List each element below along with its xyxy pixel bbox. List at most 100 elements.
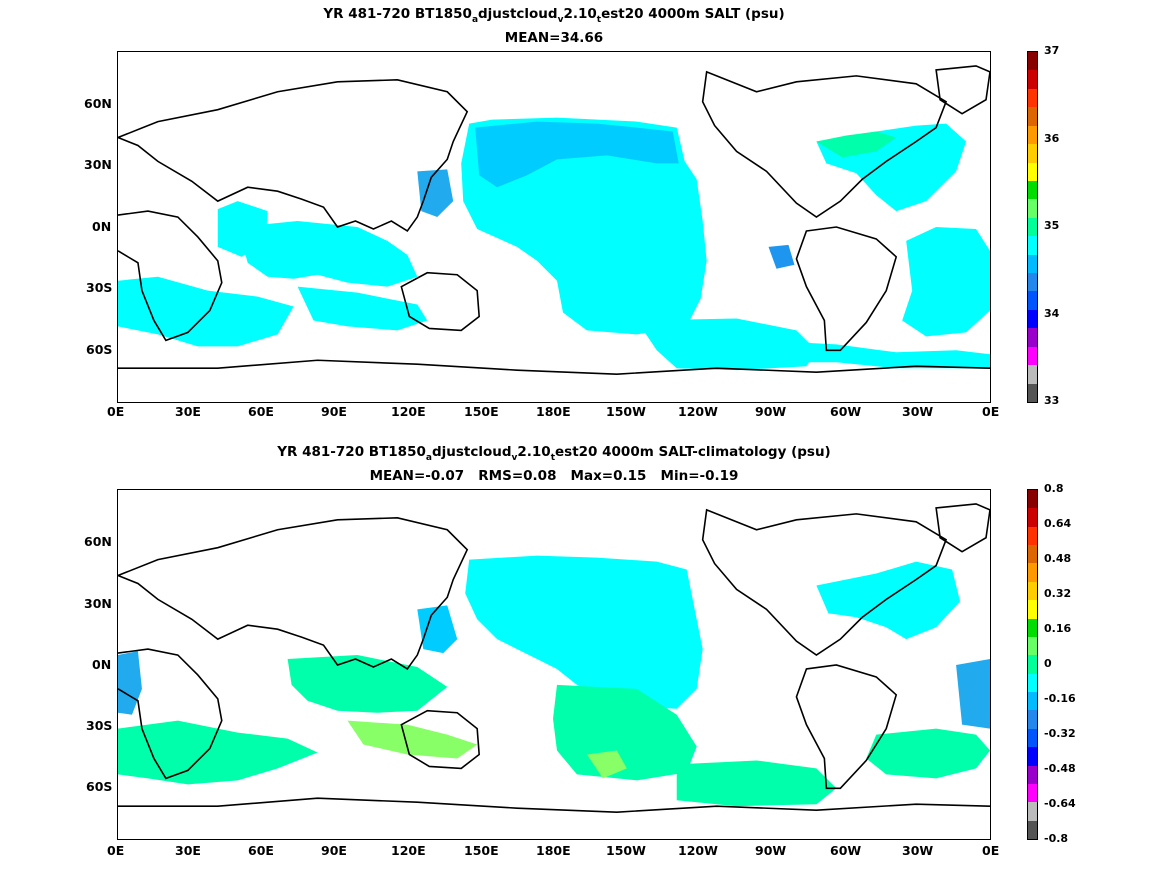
colorbar-label: 35 (1044, 219, 1060, 232)
panel2-lon-label: 0E (982, 843, 1000, 858)
panel1-lat-label-30S: 30S (86, 280, 113, 295)
panel2-lon-label: 120W (678, 843, 718, 858)
panel2-lat-label-60N: 60N (84, 534, 112, 549)
colorbar-segment (1028, 199, 1037, 218)
eurasia-outline (118, 79, 469, 233)
antarctica-outline (118, 797, 990, 813)
panel2-lon-label: 30E (175, 843, 201, 858)
colorbar-segment (1028, 526, 1037, 545)
south-indian-lightgreen-fill (347, 720, 478, 759)
southern-band-fill (118, 276, 294, 347)
colorbar-label: 34 (1044, 307, 1060, 320)
panel2-lat-label-0N: 0N (92, 657, 112, 672)
colorbar-label: -0.8 (1044, 832, 1069, 845)
indian-ocean-fill (237, 221, 418, 287)
panel1-map-canvas (118, 65, 990, 375)
colorbar-segment (1028, 51, 1037, 71)
panel1-lon-label: 90E (321, 404, 347, 419)
panel2-stats-text: MEAN=-0.07 RMS=0.08 Max=0.15 Min=-0.19 (369, 468, 739, 484)
colorbar-label: 0.48 (1044, 552, 1072, 565)
panel1-lat-label-60S: 60S (86, 342, 113, 357)
greenland-outline (935, 503, 990, 553)
colorbar-segment (1028, 545, 1037, 564)
panel1-lon-label: 150W (606, 404, 646, 419)
panel1-lon-label: 120W (678, 404, 718, 419)
panel1-lat-label-0N: 0N (92, 219, 112, 234)
colorbar-segment (1028, 162, 1037, 181)
colorbar-label: 0.16 (1044, 622, 1072, 635)
colorbar-label: 36 (1044, 132, 1060, 145)
panel1-lon-label: 30W (902, 404, 934, 419)
colorbar-segment (1028, 346, 1037, 366)
colorbar-segment (1028, 70, 1037, 89)
panel2-lat-label-30S: 30S (86, 718, 113, 733)
panel1-stats: MEAN=34.66 (117, 29, 991, 47)
australia-outline (400, 271, 481, 332)
panel1-lon-label: 0E (982, 404, 1000, 419)
panel1-lon-label: 90W (755, 404, 787, 419)
colorbar-segment (1028, 273, 1037, 292)
colorbar-segment (1028, 655, 1037, 674)
panel2-lon-label: 60E (248, 843, 274, 858)
colorbar-segment (1028, 747, 1037, 766)
colorbar-label: -0.32 (1044, 727, 1076, 740)
panel1-salinity-fills (118, 117, 990, 371)
panel2-anomaly-fills (118, 555, 990, 807)
colorbar-segment (1028, 710, 1037, 729)
panel2-continents (118, 503, 990, 813)
colorbar-segment (1028, 728, 1037, 748)
panel1-lon-label: 0E (107, 404, 125, 419)
panel1-title-text: djustcloud (478, 6, 558, 22)
southern-band-green-fill (118, 720, 318, 785)
colorbar-segment (1028, 618, 1037, 637)
panel1-lat-label-30N: 30N (84, 157, 112, 172)
colorbar-segment (1028, 125, 1037, 145)
colorbar-segment (1028, 254, 1037, 274)
australia-outline (400, 709, 481, 770)
colorbar-segment (1028, 309, 1037, 329)
colorbar-label: 33 (1044, 394, 1060, 407)
south-america-outline (795, 664, 898, 790)
panel2-title-sub: t (550, 453, 556, 463)
panel1-title-text: 2.10 (563, 6, 597, 22)
japan-sea-fill (417, 169, 454, 218)
colorbar-segment (1028, 365, 1037, 384)
pacific-lightgreen-patch (586, 750, 627, 779)
panel1-lon-label: 30E (175, 404, 201, 419)
colorbar-segment (1028, 765, 1037, 784)
panel1-title-text: est20 4000m SALT (psu) (601, 6, 785, 22)
panel1-lon-label: 60W (830, 404, 862, 419)
panel2-lon-label: 180E (536, 843, 571, 858)
colorbar-segment (1028, 144, 1037, 163)
colorbar-segment (1028, 563, 1037, 582)
panel2-lon-label: 150W (606, 843, 646, 858)
panel1-title-text: YR 481-720 BT1850 (323, 6, 472, 22)
colorbar-segment (1028, 291, 1037, 310)
colorbar-segment (1028, 383, 1037, 402)
panel1-lon-label: 180E (536, 404, 571, 419)
panel1-title-sub: v (557, 15, 564, 25)
west-indian-fill (217, 201, 268, 257)
panel1-stats-text: MEAN=34.66 (504, 30, 604, 46)
colorbar-label: 0.64 (1044, 517, 1072, 530)
panel2-lon-label: 30W (902, 843, 934, 858)
panel2-lon-label: 90W (755, 843, 787, 858)
north-pacific-neg-fill (465, 555, 703, 709)
colorbar-segment (1028, 107, 1037, 126)
panel2-lon-label: 60W (830, 843, 862, 858)
colorbar-segment (1028, 581, 1037, 601)
panel1-lon-label: 150E (464, 404, 499, 419)
panel2-title-sub: a (425, 453, 432, 463)
panel2-title-text: djustcloud (431, 444, 512, 460)
atlantic-south-fill (902, 227, 990, 337)
south-indian-fill (297, 286, 428, 331)
colorbar-segment (1028, 508, 1037, 527)
panel1-colorbar (1027, 51, 1038, 403)
africa-outline (118, 648, 223, 780)
colorbar-segment (1028, 217, 1037, 237)
panel1-lon-label: 60E (248, 404, 274, 419)
panel2-lon-label: 120E (391, 843, 426, 858)
panel2-map-canvas (118, 503, 990, 813)
panel1-continents (118, 65, 990, 375)
panel2-colorbar (1027, 489, 1038, 840)
